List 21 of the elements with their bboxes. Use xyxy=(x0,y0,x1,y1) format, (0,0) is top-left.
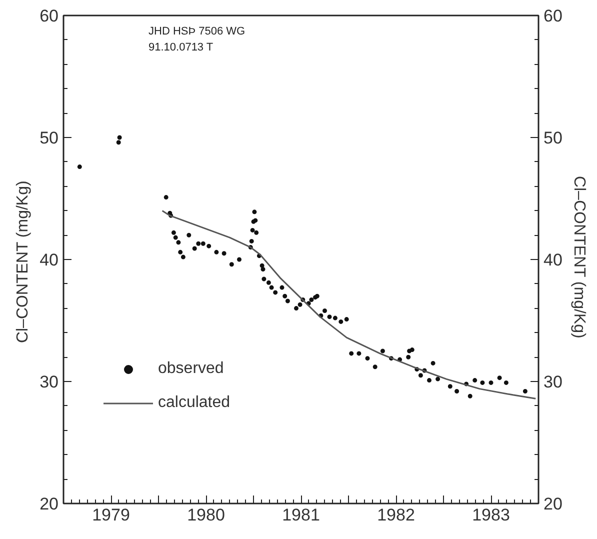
annotation: JHD HSÞ 7506 WG xyxy=(148,26,246,38)
legend-label: calculated xyxy=(158,394,230,412)
x-tick-label: 1979 xyxy=(92,506,130,524)
annotation: 91.10.0713 T xyxy=(148,42,214,54)
y-axis-title: Cl–CONTENT (mg/Kg) xyxy=(14,180,32,344)
x-tick-label: 1980 xyxy=(187,506,225,524)
y2-tick-label: 30 xyxy=(544,372,562,392)
x-tick-label: 1981 xyxy=(282,506,320,524)
y-tick-label: 20 xyxy=(40,494,59,514)
legend-label: observed xyxy=(158,360,224,378)
y2-tick-label: 20 xyxy=(544,494,562,514)
x-tick-label: 1982 xyxy=(377,506,415,524)
y2-axis-title: Cl–CONTENT (mg/Kg) xyxy=(570,176,588,338)
y-tick-label: 60 xyxy=(40,6,59,26)
y-tick-label: 30 xyxy=(40,372,59,392)
y2-tick-label: 40 xyxy=(544,250,562,270)
y-tick-label: 50 xyxy=(40,128,59,148)
y2-tick-label: 50 xyxy=(544,128,562,148)
y-tick-label: 40 xyxy=(40,250,59,270)
y2-tick-label: 60 xyxy=(544,6,562,26)
x-tick-label: 1983 xyxy=(472,506,510,524)
